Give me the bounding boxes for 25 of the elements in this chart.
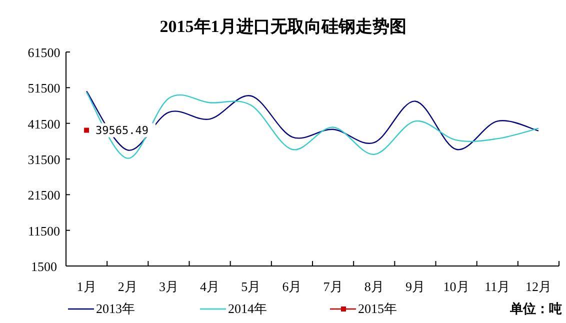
x-tick-label: 4月: [200, 279, 220, 294]
x-tick-label: 10月: [443, 279, 470, 294]
legend-label: 2013年: [96, 301, 135, 316]
y-tick-label: 61500: [28, 45, 60, 60]
text: 单位：吨: [509, 301, 562, 316]
y-tick-label: 1500: [31, 259, 57, 274]
x-tick-label: 2月: [118, 279, 138, 294]
x-tick-label: 3月: [158, 279, 178, 294]
y-tick-label: 31500: [28, 152, 60, 167]
y-tick-label: 41500: [28, 116, 60, 132]
x-tick-label: 7月: [323, 279, 343, 294]
x-tick-label: 12月: [525, 279, 552, 294]
data-label: 39565.49: [96, 124, 149, 138]
y-tick-label: 21500: [28, 188, 60, 203]
x-tick-label: 5月: [241, 279, 261, 294]
x-tick-label: 1月: [76, 279, 96, 294]
legend-label: 2015年: [358, 301, 397, 316]
x-tick-label: 9月: [405, 279, 425, 294]
legend-label: 2014年: [228, 301, 267, 316]
chart-title: 2015年1月进口无取向硅钢走势图: [160, 17, 406, 36]
y-tick-label: 51500: [28, 80, 60, 96]
x-tick-label: 8月: [364, 279, 384, 294]
x-tick-label: 11月: [484, 279, 510, 294]
x-tick-label: 6月: [282, 279, 302, 294]
y-tick-label: 11500: [28, 223, 60, 238]
